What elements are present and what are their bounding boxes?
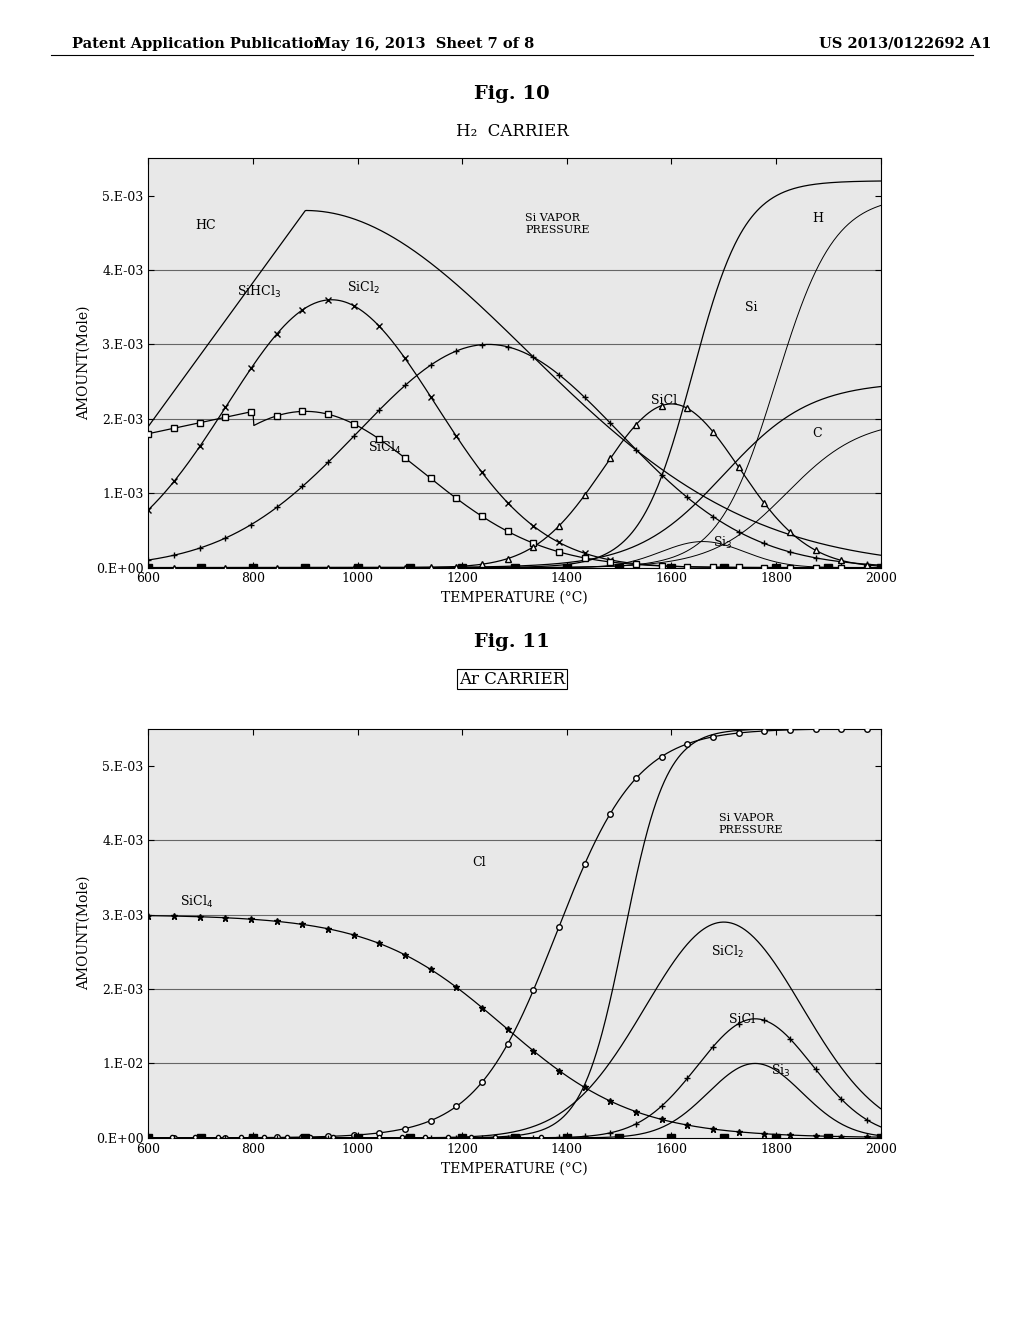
X-axis label: TEMPERATURE (°C): TEMPERATURE (°C) [441,1162,588,1175]
Text: SiCl: SiCl [729,1012,755,1026]
Text: Fig. 11: Fig. 11 [474,632,550,651]
Text: Ar CARRIER: Ar CARRIER [459,671,565,688]
Text: Si VAPOR
PRESSURE: Si VAPOR PRESSURE [525,214,590,235]
Text: Cl: Cl [473,857,486,870]
Text: US 2013/0122692 A1: US 2013/0122692 A1 [819,37,991,51]
Text: May 16, 2013  Sheet 7 of 8: May 16, 2013 Sheet 7 of 8 [315,37,535,51]
Text: SiCl$_4$: SiCl$_4$ [180,894,213,909]
Y-axis label: AMOUNT(Mole): AMOUNT(Mole) [77,306,90,420]
X-axis label: TEMPERATURE (°C): TEMPERATURE (°C) [441,591,588,605]
Text: H₂  CARRIER: H₂ CARRIER [456,123,568,140]
Text: HC: HC [196,219,216,232]
Text: H: H [813,211,823,224]
Text: SiCl$_4$: SiCl$_4$ [369,441,401,457]
Text: Fig. 10: Fig. 10 [474,84,550,103]
Text: Si: Si [744,301,757,314]
Text: Si VAPOR
PRESSURE: Si VAPOR PRESSURE [719,813,783,834]
Text: Patent Application Publication: Patent Application Publication [72,37,324,51]
Text: C: C [813,428,822,441]
Text: SiCl: SiCl [650,393,677,407]
Y-axis label: AMOUNT(Mole): AMOUNT(Mole) [77,876,90,990]
Text: SiHCl$_3$: SiHCl$_3$ [238,284,282,300]
Text: SiCl$_2$: SiCl$_2$ [711,944,743,960]
Text: Si$_3$: Si$_3$ [714,535,733,550]
Text: SiCl$_2$: SiCl$_2$ [347,280,380,297]
Text: Si$_3$: Si$_3$ [771,1063,791,1078]
